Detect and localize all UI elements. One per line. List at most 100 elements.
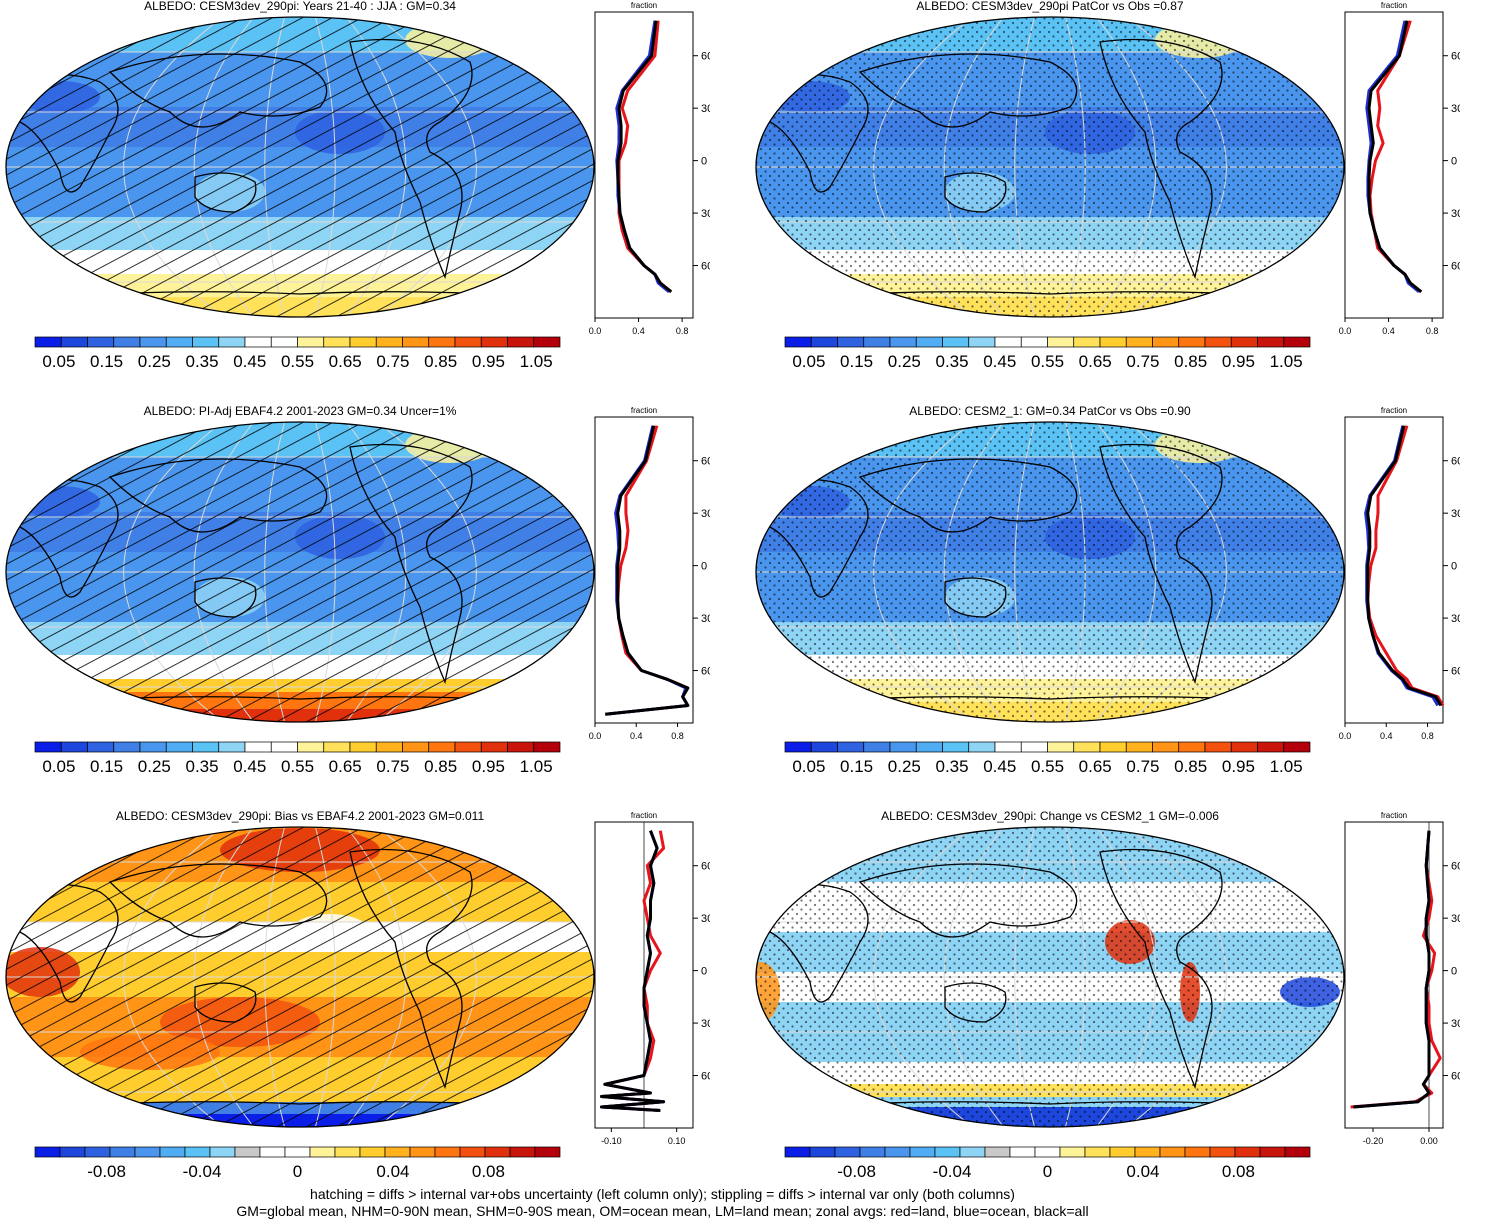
colorbar-swatch — [533, 336, 561, 348]
colorbar-swatch — [323, 741, 351, 753]
zonal-xlabel: fraction — [1381, 1, 1407, 10]
zonal-ytick-label: 60N — [701, 861, 710, 873]
colorbar-swatch — [1209, 1146, 1236, 1158]
zonal-xtick-label: 0.4 — [1382, 326, 1395, 335]
colorbar-swatch — [784, 1146, 811, 1158]
zonal-ytick-label: 60S — [701, 261, 710, 273]
colorbar-swatch — [889, 741, 917, 753]
zonal-xtick-label: 0.0 — [589, 731, 602, 740]
panel-cesm2-albedo: ALBEDO: CESM2_1: GM=0.34 PatCor vs Obs =… — [750, 404, 1485, 810]
colorbar-tick-label: 0.95 — [472, 352, 505, 371]
colorbar-swatch — [1259, 1146, 1286, 1158]
colorbar-swatch — [434, 1146, 461, 1158]
colorbar-swatch — [402, 336, 430, 348]
colorbar-swatch — [384, 1146, 411, 1158]
colorbar-tick-label: 0.65 — [1079, 757, 1112, 776]
zonal-xtick-label: 0.0 — [589, 326, 602, 335]
hatching-overlay — [6, 17, 594, 317]
zonal-ytick-label: 60N — [1451, 456, 1460, 468]
zonal-ytick-label: 30S — [1451, 1018, 1460, 1030]
footer-note-legend: GM=global mean, NHM=0-90N mean, SHM=0-90… — [236, 1203, 1089, 1219]
colorbar-tick-label: 0.15 — [90, 757, 123, 776]
colorbar-tick-label: 0.35 — [185, 352, 218, 371]
zonal-ytick-label: 60N — [1451, 51, 1460, 63]
colorbar-swatch — [234, 1146, 261, 1158]
colorbar-swatch — [218, 336, 246, 348]
panel-change: ALBEDO: CESM3dev_290pi: Change vs CESM2_… — [750, 809, 1485, 1215]
colorbar-swatch — [113, 336, 141, 348]
colorbar-swatch — [409, 1146, 436, 1158]
zonal-mean-plot: fraction 60N 30N 0 30S 60S 0.0 0.4 0.8 — [1339, 1, 1460, 335]
colorbar-swatch — [1257, 741, 1285, 753]
colorbar-swatch — [1099, 741, 1127, 753]
colorbar-tick-label: 0.05 — [42, 352, 75, 371]
zonal-xtick-label: 0.00 — [1420, 1136, 1438, 1145]
stippling-overlay — [756, 422, 1344, 722]
colorbar-swatch — [1152, 336, 1180, 348]
colorbar-tick-label: 0.75 — [1126, 757, 1159, 776]
colorbar-swatch — [218, 741, 246, 753]
colorbar-tick-label: 0.85 — [424, 352, 457, 371]
colorbar-tick-label: -0.08 — [87, 1162, 126, 1181]
colorbar-tick-label: 1.05 — [1270, 352, 1303, 371]
colorbar-tick-label: 0.75 — [1126, 352, 1159, 371]
zonal-ytick-label: 30S — [1451, 613, 1460, 625]
colorbar-tick-label: 0.25 — [138, 352, 171, 371]
zonal-xtick-label: 0.8 — [671, 731, 684, 740]
zonal-ytick-label: 0 — [1451, 966, 1457, 978]
colorbar-tick-label: 0.85 — [1174, 352, 1207, 371]
colorbar-tick-label: 0.25 — [138, 757, 171, 776]
map-title: ALBEDO: CESM3dev_290pi: Change vs CESM2_… — [881, 809, 1219, 823]
colorbar-swatch — [968, 741, 996, 753]
colorbar-tick-label: 0.35 — [935, 352, 968, 371]
map-border — [5, 826, 595, 1128]
colorbar-swatch — [1109, 1146, 1136, 1158]
colorbar-tick-label: 0.75 — [376, 757, 409, 776]
zonal-xtick-label: 0.8 — [1426, 326, 1439, 335]
zonal-ytick-label: 30N — [701, 508, 710, 520]
colorbar-swatch — [1020, 741, 1048, 753]
panel-bias: ALBEDO: CESM3dev_290pi: Bias vs EBAF4.2 … — [0, 809, 742, 1215]
zonal-ytick-label: 30N — [1451, 103, 1460, 115]
world-map — [755, 826, 1345, 1128]
colorbar-swatch — [259, 1146, 286, 1158]
colorbar-tick-label: 0.95 — [472, 757, 505, 776]
map-border — [755, 826, 1345, 1128]
zonal-xtick-label: -0.10 — [601, 1136, 622, 1145]
colorbar-swatch — [309, 1146, 336, 1158]
colorbar-tick-label: 0.85 — [1174, 757, 1207, 776]
colorbar-swatch — [915, 336, 943, 348]
colorbar-swatch — [915, 741, 943, 753]
zonal-ytick-label: 30S — [701, 613, 710, 625]
colorbar-tick-label: 0 — [293, 1162, 302, 1181]
map-title: ALBEDO: CESM2_1: GM=0.34 PatCor vs Obs =… — [909, 404, 1191, 418]
zonal-ytick-label: 60S — [1451, 1071, 1460, 1083]
world-map — [5, 826, 595, 1128]
colorbar-tick-label: 0.35 — [935, 757, 968, 776]
colorbar-tick-label: 0.95 — [1222, 757, 1255, 776]
colorbar-tick-label: 0.08 — [472, 1162, 505, 1181]
colorbar-tick-label: 0.65 — [329, 352, 362, 371]
colorbar-swatch — [959, 1146, 986, 1158]
colorbar-swatch — [533, 741, 561, 753]
colorbar-tick-label: 0.15 — [840, 757, 873, 776]
colorbar-swatch — [884, 1146, 911, 1158]
map-title: ALBEDO: PI-Adj EBAF4.2 2001-2023 GM=0.34… — [143, 404, 457, 418]
zonal-ytick-label: 30N — [1451, 508, 1460, 520]
colorbar-swatch — [1178, 741, 1206, 753]
colorbar-swatch — [837, 741, 865, 753]
zonal-ytick-label: 30S — [701, 1018, 710, 1030]
zonal-ytick-label: 60N — [701, 51, 710, 63]
colorbar: -0.08 -0.04 0 0.04 0.08 — [34, 1146, 561, 1181]
colorbar-swatch — [1159, 1146, 1186, 1158]
colorbar: 0.05 0.15 0.25 0.35 0.45 0.55 0.65 0.75 0.85 0.95… — [34, 741, 561, 776]
colorbar-swatch — [270, 336, 298, 348]
zonal-series-all — [1366, 425, 1443, 707]
colorbar: 0.05 0.15 0.25 0.35 0.45 0.55 0.65 0.75 0.85 0.95… — [784, 336, 1311, 371]
colorbar-tick-label: 0.55 — [1031, 352, 1064, 371]
colorbar-swatch — [809, 1146, 836, 1158]
colorbar-swatch — [375, 741, 403, 753]
stippling-overlay — [756, 17, 1344, 317]
colorbar-swatch — [60, 741, 88, 753]
colorbar-tick-label: 0.25 — [888, 352, 921, 371]
